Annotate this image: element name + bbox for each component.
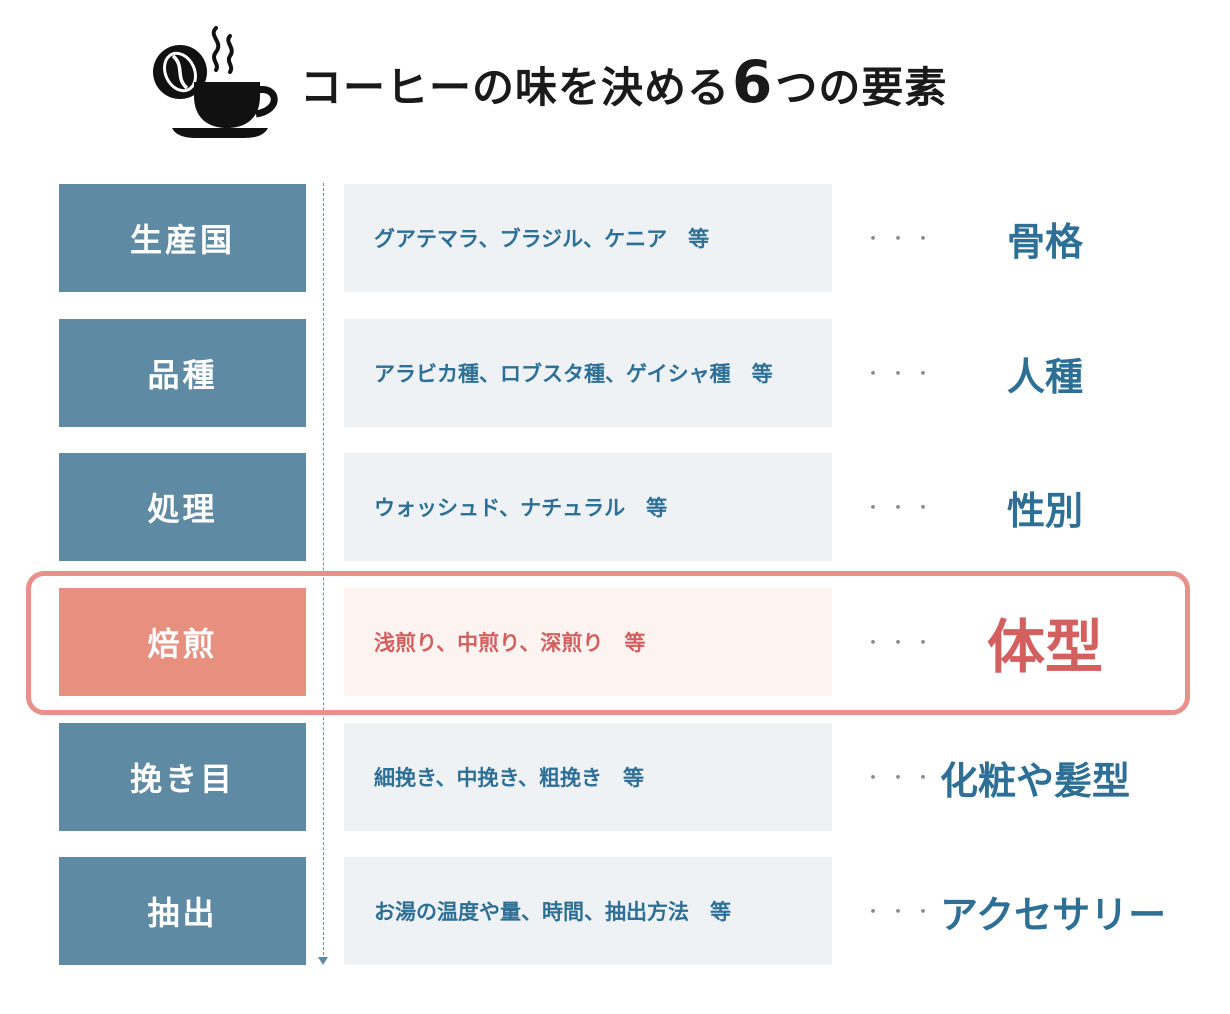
element-label: 焙煎 (59, 588, 306, 696)
separator-dots: ・・・ (864, 229, 939, 250)
element-label: 抽出 (59, 857, 306, 965)
element-row-grind: 挽き目 細挽き、中挽き、粗挽き 等 ・・・ 化粧や髪型 (0, 723, 1230, 831)
highlight-frame (26, 571, 1190, 715)
element-analogy: 骨格 (1006, 219, 1083, 264)
element-analogy: 性別 (1006, 488, 1083, 533)
element-label: 品種 (59, 319, 306, 427)
page-header: コーヒーの味を決める6つの要素 (150, 22, 947, 142)
element-analogy: 体型 (986, 613, 1103, 681)
element-description: ウォッシュド、ナチュラル 等 (344, 453, 832, 561)
element-description: 細挽き、中挽き、粗挽き 等 (344, 723, 832, 831)
element-row-brew: 抽出 お湯の温度や量、時間、抽出方法 等 ・・・ アクセサリー (0, 857, 1230, 965)
title-suffix: つの要素 (775, 63, 948, 112)
element-analogy: アクセサリー (940, 892, 1167, 937)
element-row-process: 処理 ウォッシュド、ナチュラル 等 ・・・ 性別 (0, 453, 1230, 561)
element-row-variety: 品種 アラビカ種、ロブスタ種、ゲイシャ種 等 ・・・ 人種 (0, 319, 1230, 427)
element-description: アラビカ種、ロブスタ種、ゲイシャ種 等 (344, 319, 832, 427)
element-analogy: 人種 (1006, 354, 1083, 399)
separator-dots: ・・・ (864, 902, 939, 923)
element-row-roast: 焙煎 浅煎り、中煎り、深煎り 等 ・・・ 体型 (0, 588, 1230, 696)
element-analogy: 化粧や髪型 (940, 758, 1131, 803)
element-label: 処理 (59, 453, 306, 561)
title-prefix: コーヒーの味を決める (300, 63, 731, 112)
separator-dots: ・・・ (864, 364, 939, 385)
coffee-cup-with-bean-icon (153, 26, 278, 138)
timeline-arrow-icon (318, 957, 328, 965)
title-number: 6 (732, 48, 774, 116)
element-label: 生産国 (59, 184, 306, 292)
separator-dots: ・・・ (864, 768, 939, 789)
page-title: コーヒーの味を決める6つの要素 (300, 48, 947, 116)
element-row-origin: 生産国 グアテマラ、ブラジル、ケニア 等 ・・・ 骨格 (0, 184, 1230, 292)
element-description: 浅煎り、中煎り、深煎り 等 (344, 588, 832, 696)
separator-dots: ・・・ (864, 498, 939, 519)
element-description: グアテマラ、ブラジル、ケニア 等 (344, 184, 832, 292)
timeline-dashed-line (323, 183, 324, 955)
element-description: お湯の温度や量、時間、抽出方法 等 (344, 857, 832, 965)
element-label: 挽き目 (59, 723, 306, 831)
separator-dots: ・・・ (864, 633, 939, 654)
